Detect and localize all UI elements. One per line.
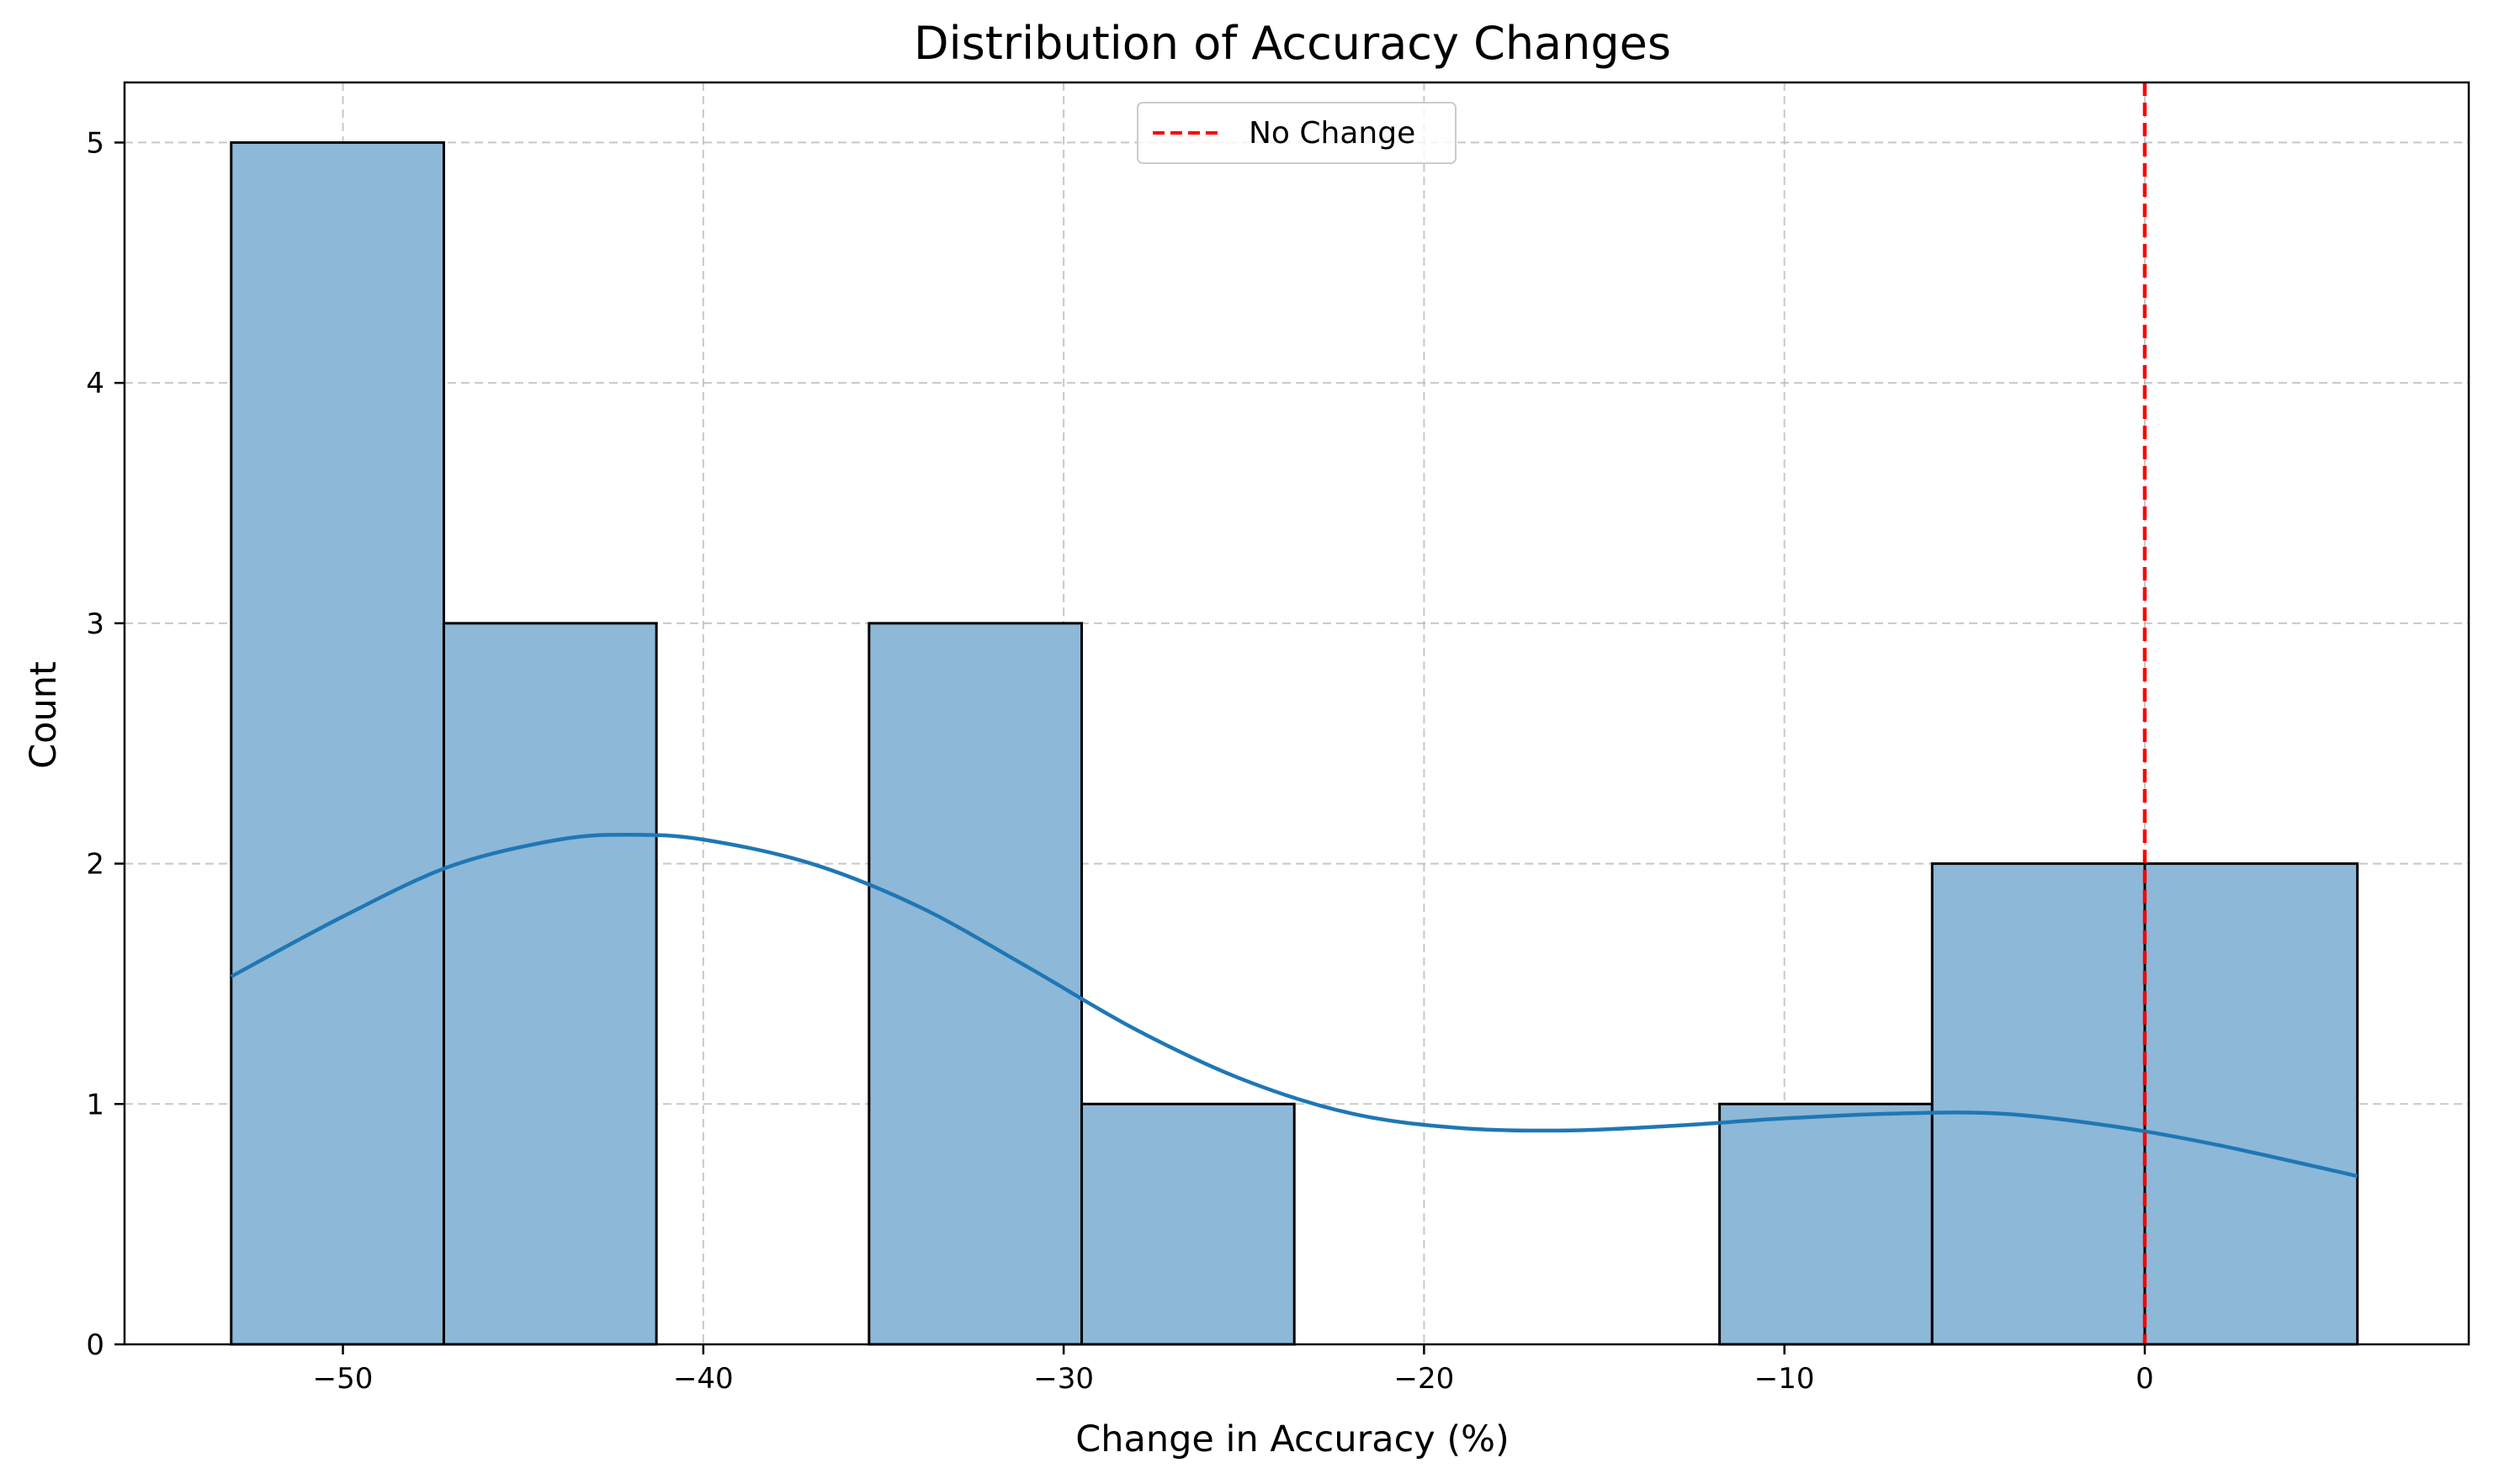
histogram-bar: [1080, 1102, 1296, 1346]
x-tick-label: −20: [1394, 1362, 1455, 1396]
x-axis-label: Change in Accuracy (%): [1075, 1418, 1510, 1460]
y-tick-label: 0: [86, 1328, 104, 1362]
histogram-bar: [230, 140, 445, 1346]
plot-frame: [123, 81, 2470, 1346]
y-tick-label: 1: [86, 1088, 104, 1121]
legend-box: [1137, 102, 1457, 164]
y-tick-label: 5: [86, 126, 104, 160]
x-tick-label: 0: [2136, 1362, 2154, 1396]
y-tick-label: 3: [86, 607, 104, 641]
histogram-bars: [230, 140, 2359, 1346]
histogram-bar: [1718, 1102, 1934, 1346]
x-axis-ticks: −50 −40 −30 −20 −10 0: [313, 1344, 2154, 1396]
legend-entry-no-change: No Change: [1249, 116, 1415, 151]
histogram-bar: [442, 622, 658, 1346]
kde-curve: [230, 833, 2359, 1179]
y-axis-ticks: 0 1 2 3 4 5: [86, 126, 125, 1362]
histogram-bar: [2143, 862, 2359, 1346]
legend: No Change: [1137, 102, 1457, 164]
x-tick-label: −40: [673, 1362, 734, 1396]
y-axis-label: Count: [23, 661, 65, 769]
kde-curve-layer: [230, 833, 2359, 1179]
x-tick-label: −10: [1754, 1362, 1815, 1396]
y-tick-label: 2: [86, 848, 104, 882]
histogram-bar: [1930, 862, 2146, 1346]
x-tick-label: −50: [313, 1362, 374, 1396]
histogram-bar: [868, 622, 1084, 1346]
chart-title: Distribution of Accuracy Changes: [914, 17, 1671, 70]
y-tick-label: 4: [86, 367, 104, 400]
x-tick-label: −30: [1033, 1362, 1094, 1396]
